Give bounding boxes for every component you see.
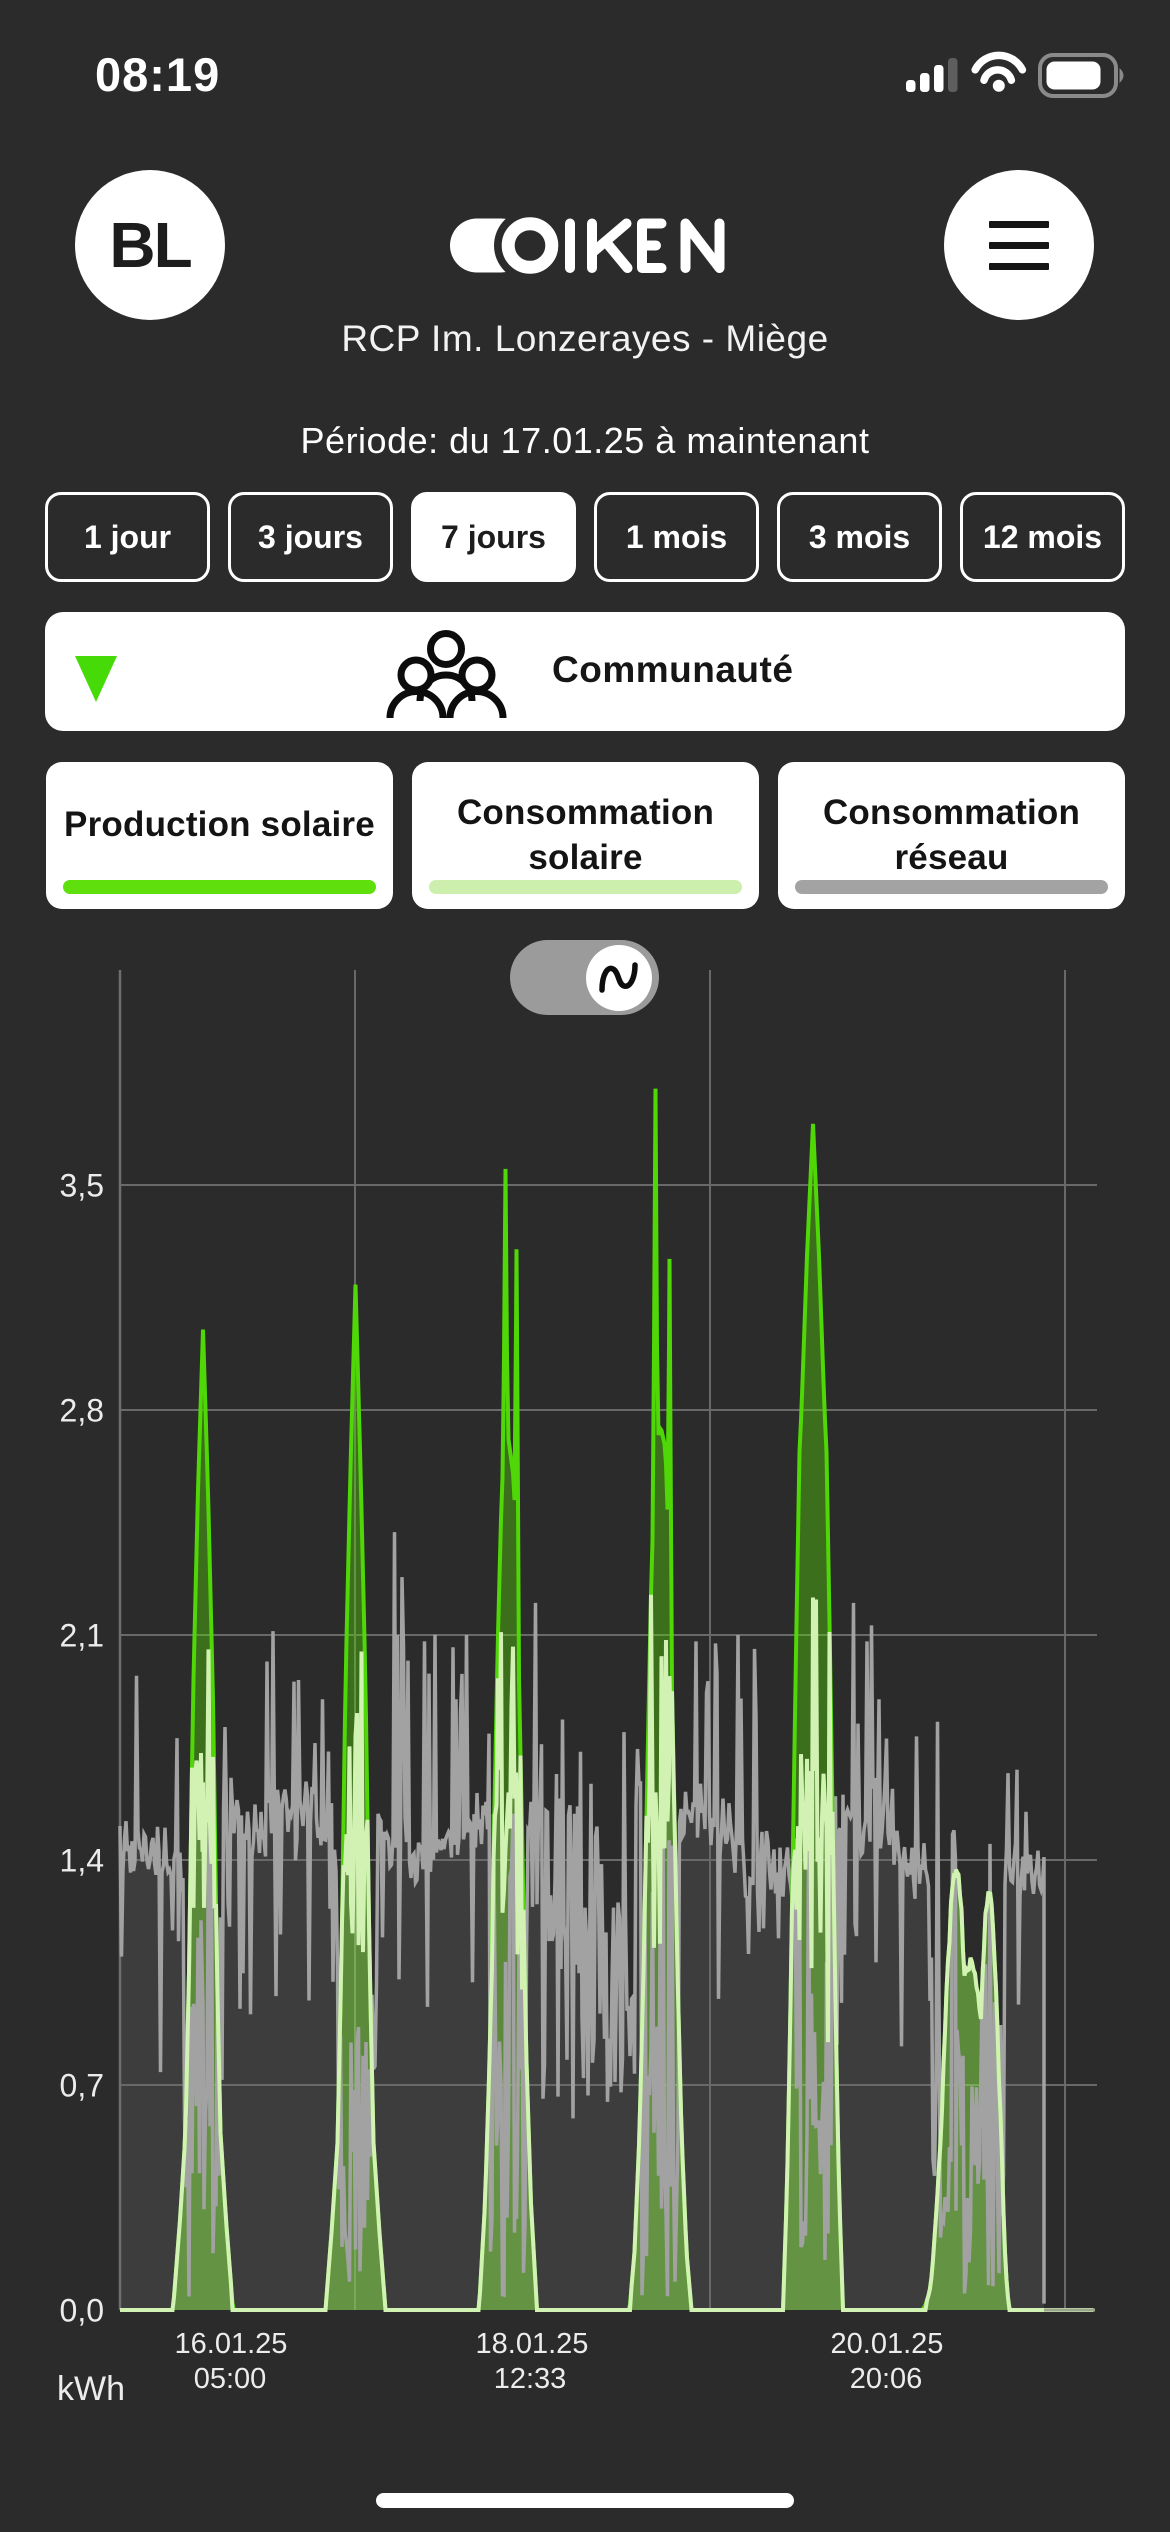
svg-text:0,7: 0,7 [60,2068,104,2104]
svg-text:16.01.25: 16.01.25 [175,2328,288,2360]
svg-text:20:06: 20:06 [850,2363,923,2395]
svg-text:05:00: 05:00 [194,2363,267,2395]
svg-text:18.01.25: 18.01.25 [476,2328,589,2360]
svg-text:0,0: 0,0 [60,2293,104,2329]
svg-text:2,8: 2,8 [60,1393,104,1429]
svg-text:2,1: 2,1 [60,1618,104,1654]
svg-text:12:33: 12:33 [494,2363,567,2395]
svg-text:3,5: 3,5 [60,1168,104,1204]
svg-text:1,4: 1,4 [60,1843,104,1879]
svg-text:20.01.25: 20.01.25 [831,2328,944,2360]
svg-text:kWh: kWh [57,2370,125,2408]
